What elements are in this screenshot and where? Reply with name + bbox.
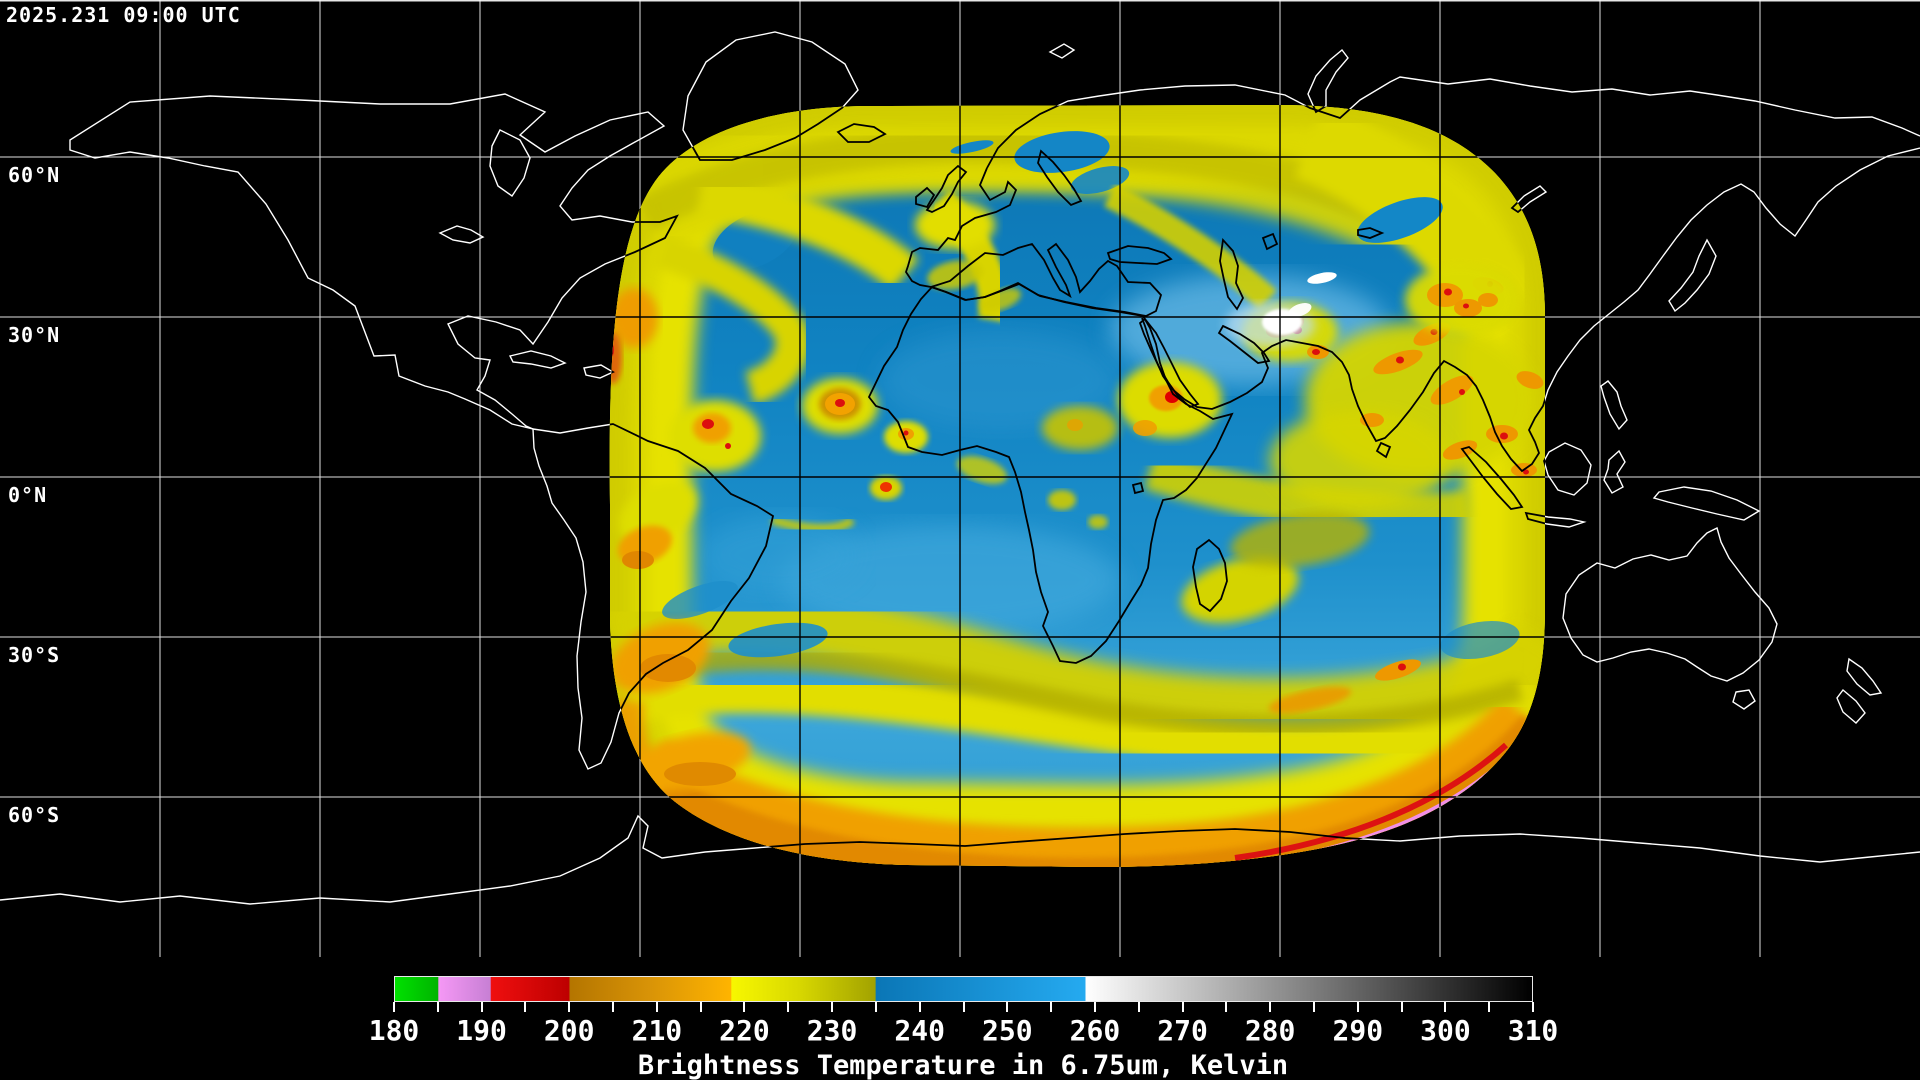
central-asia-convection bbox=[1405, 265, 1515, 335]
iberia-cloud bbox=[927, 260, 983, 290]
dry-white-spots bbox=[1225, 272, 1337, 347]
west-med-cloud bbox=[979, 287, 1021, 313]
sacz-brazil-convection bbox=[610, 481, 751, 792]
south-indian-ocean-band bbox=[1181, 512, 1421, 714]
sahara-zone bbox=[880, 330, 1120, 430]
southern-storm-track bbox=[609, 450, 1545, 770]
graticule-and-coastlines-white bbox=[0, 0, 1920, 958]
dry-zone-brazil-offshore bbox=[700, 515, 860, 595]
satellite-swath bbox=[609, 105, 1545, 867]
itcz-convective-cells bbox=[669, 362, 1222, 529]
uk-cloud-blob bbox=[915, 201, 995, 249]
equatorial-filament bbox=[770, 515, 856, 533]
